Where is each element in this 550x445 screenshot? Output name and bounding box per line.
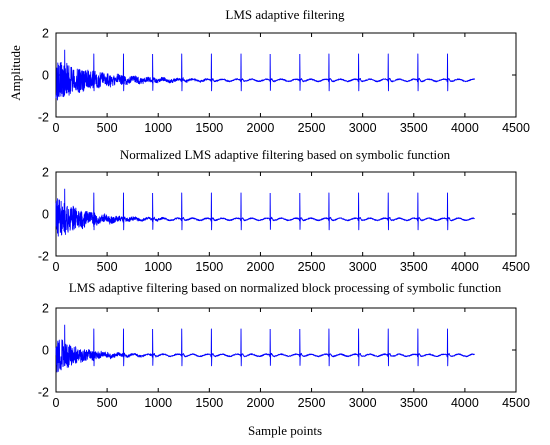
x-tick-label: 4500: [502, 396, 530, 410]
y-tick-label: 0: [42, 344, 49, 358]
x-tick-label: 0: [53, 396, 60, 410]
panel-2-signal-line: [55, 188, 475, 237]
x-tick-label: 1000: [144, 121, 172, 135]
x-tick-label: 2000: [247, 121, 275, 135]
panel-1-signal-line: [55, 49, 475, 101]
panel-3-title: LMS adaptive filtering based on normaliz…: [69, 280, 502, 295]
x-tick-label: 0: [53, 260, 60, 274]
x-tick-label: 3500: [400, 396, 428, 410]
x-tick-label: 500: [97, 260, 118, 274]
panel-2: Normalized LMS adaptive filtering based …: [38, 147, 530, 274]
y-tick-label: 0: [42, 208, 49, 222]
x-tick-label: 1000: [144, 260, 172, 274]
x-tick-label: 2500: [298, 396, 326, 410]
x-tick-label: 1500: [195, 260, 223, 274]
x-tick-label: 3000: [349, 396, 377, 410]
x-axis-label: Sample points: [248, 423, 322, 438]
x-tick-label: 3500: [400, 260, 428, 274]
y-tick-label: -2: [38, 250, 49, 264]
x-tick-label: 1500: [195, 121, 223, 135]
y-axis-label: Amplitude: [8, 45, 23, 101]
panel-3-signal-line: [55, 324, 475, 373]
x-tick-label: 500: [97, 121, 118, 135]
x-tick-label: 3000: [349, 260, 377, 274]
panel-3-ticks: [55, 307, 517, 393]
x-tick-label: 2000: [247, 260, 275, 274]
x-tick-label: 2500: [298, 260, 326, 274]
y-tick-label: 2: [42, 302, 49, 316]
y-tick-label: -2: [38, 111, 49, 125]
y-tick-label: 2: [42, 166, 49, 180]
x-tick-label: 1000: [144, 396, 172, 410]
x-tick-label: 3000: [349, 121, 377, 135]
x-tick-label: 1500: [195, 396, 223, 410]
panel-1-axes-frame: [55, 32, 517, 118]
x-tick-label: 4000: [451, 260, 479, 274]
x-tick-label: 4500: [502, 121, 530, 135]
y-tick-label: 2: [42, 27, 49, 41]
panel-1: LMS adaptive filtering Amplitude 0 500 100…: [8, 7, 530, 135]
x-tick-label: 3500: [400, 121, 428, 135]
x-tick-label: 500: [97, 396, 118, 410]
x-tick-label: 4000: [451, 121, 479, 135]
x-tick-label: 4500: [502, 260, 530, 274]
y-tick-label: -2: [38, 386, 49, 400]
x-tick-label: 2000: [247, 396, 275, 410]
panel-1-ticks: [55, 32, 517, 118]
y-tick-label: 0: [42, 69, 49, 83]
panel-2-axes-frame: [55, 171, 517, 257]
x-tick-label: 0: [53, 121, 60, 135]
panel-2-title: Normalized LMS adaptive filtering based …: [120, 147, 451, 162]
panel-1-tick-labels: 0 500 1000 1500 2000 2500 3000 3500 4000 4500 -2 0 2: [38, 27, 530, 136]
x-tick-label: 2500: [298, 121, 326, 135]
panel-3-axes-frame: [55, 307, 517, 393]
x-tick-label: 4000: [451, 396, 479, 410]
panel-3-tick-labels: 0 500 1000 1500 2000 2500 3000 3500 4000 4500 -2 0 2: [38, 302, 530, 411]
panel-2-tick-labels: 0 500 1000 1500 2000 2500 3000 3500 4000 4500 -2 0 2: [38, 166, 530, 275]
panel-3: LMS adaptive filtering based on normaliz…: [38, 280, 530, 438]
panel-1-title: LMS adaptive filtering: [225, 7, 345, 22]
